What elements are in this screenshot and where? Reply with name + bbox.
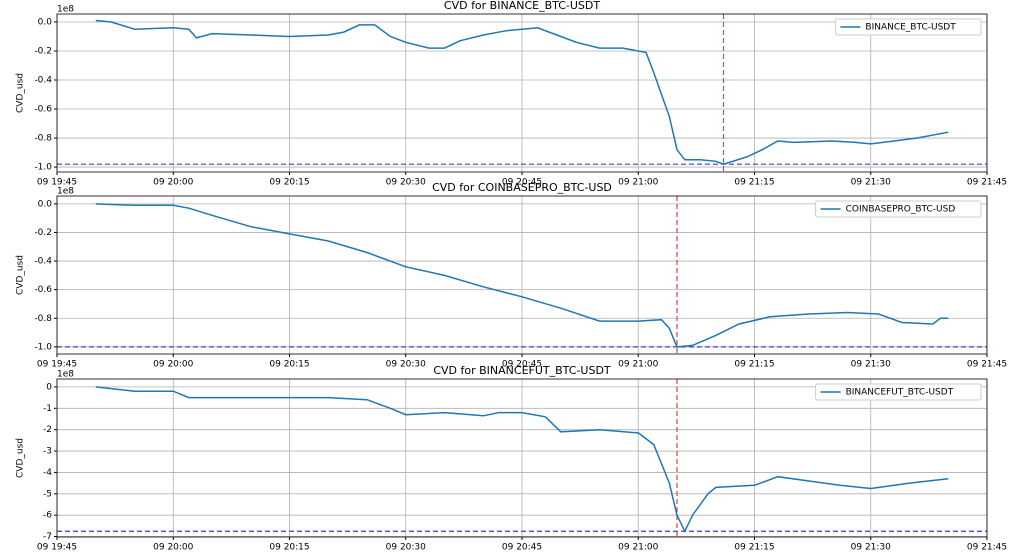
- y-tick-label: -0.4: [34, 76, 52, 86]
- legend-label: BINANCE_BTC-USDT: [865, 23, 956, 33]
- x-tick-label: 09 21:45: [967, 360, 1007, 370]
- y-tick-label: -0.4: [34, 257, 52, 267]
- data-line: [95, 386, 949, 533]
- x-tick-label: 09 20:15: [269, 360, 309, 370]
- x-tick-label: 09 21:15: [734, 360, 774, 370]
- axes-frame: [56, 378, 988, 538]
- y-tick-label: -4: [43, 468, 52, 478]
- y-tick-label: -5: [43, 489, 52, 499]
- y-tick-label: -1: [43, 404, 52, 414]
- x-tick-label: 09 20:00: [153, 543, 194, 553]
- chart-title: CVD for COINBASEPRO_BTC-USD: [432, 181, 612, 194]
- x-tick-label: 09 20:30: [386, 543, 427, 553]
- y-tick-label: 0.0: [38, 199, 53, 209]
- x-tick-label: 09 20:45: [502, 178, 542, 188]
- y-tick-label: -0.6: [34, 285, 52, 295]
- axes-frame: [56, 13, 988, 173]
- legend-box: [815, 200, 982, 218]
- y-tick-label: -0.8: [34, 314, 52, 324]
- x-tick-label: 09 21:30: [851, 360, 892, 370]
- y-axis-label: CVD_usd: [16, 438, 26, 478]
- x-tick-label: 09 21:00: [618, 543, 659, 553]
- chart-title: CVD for BINANCE_BTC-USDT: [444, 0, 600, 12]
- legend-label: COINBASEPRO_BTC-USD: [846, 205, 956, 215]
- y-tick-label: -7: [43, 532, 52, 542]
- y-offset-label: 1e8: [57, 5, 74, 15]
- chart-title: CVD for BINANCEFUT_BTC-USDT: [433, 364, 611, 377]
- y-axis-label: CVD_usd: [16, 255, 26, 295]
- x-tick-label: 09 21:30: [851, 543, 892, 553]
- legend-box: [815, 383, 982, 401]
- y-tick-label: -0.2: [34, 46, 52, 56]
- x-tick-label: 09 20:15: [269, 543, 309, 553]
- subplot: CVD for BINANCEFUT_BTC-USDT CVD_usd 1e8 0 -1…: [16, 364, 1008, 553]
- x-tick-label: 09 20:00: [153, 360, 194, 370]
- data-line: [95, 19, 949, 165]
- subplot: CVD for COINBASEPRO_BTC-USD CVD_usd 1e8 0.0…: [16, 181, 1008, 370]
- y-tick-label: -0.6: [34, 105, 52, 115]
- x-tick-label: 09 21:30: [851, 178, 892, 188]
- x-tick-label: 09 20:15: [269, 178, 309, 188]
- axes-frame: [56, 195, 988, 355]
- x-tick-label: 09 21:15: [734, 178, 774, 188]
- x-tick-label: 09 21:45: [967, 178, 1007, 188]
- y-tick-label: -3: [43, 447, 52, 457]
- x-tick-label: 09 20:45: [502, 543, 542, 553]
- x-tick-label: 09 21:15: [734, 543, 774, 553]
- data-line: [95, 203, 949, 348]
- x-tick-label: 09 19:45: [37, 178, 77, 188]
- y-tick-label: 0.0: [38, 17, 53, 27]
- y-tick-label: -1.0: [34, 163, 52, 173]
- x-tick-label: 09 20:00: [153, 178, 194, 188]
- y-tick-label: -0.8: [34, 134, 52, 144]
- y-offset-label: 1e8: [57, 187, 74, 197]
- subplot: CVD for BINANCE_BTC-USDT CVD_usd 1e8 0.0 -0.…: [16, 0, 1008, 188]
- x-tick-label: 09 20:30: [386, 178, 427, 188]
- x-tick-label: 09 21:00: [618, 360, 659, 370]
- legend-box: [834, 18, 982, 36]
- x-tick-label: 09 21:00: [618, 178, 659, 188]
- x-tick-label: 09 19:45: [37, 543, 77, 553]
- x-tick-label: 09 21:45: [967, 543, 1007, 553]
- y-tick-label: -6: [43, 511, 52, 521]
- x-tick-label: 09 19:45: [37, 360, 77, 370]
- y-axis-label: CVD_usd: [16, 73, 26, 113]
- legend-label: BINANCEFUT_BTC-USDT: [846, 388, 954, 398]
- y-tick-label: -1.0: [34, 342, 52, 352]
- y-tick-label: 0: [46, 382, 52, 392]
- y-offset-label: 1e8: [57, 370, 74, 380]
- y-tick-label: -0.2: [34, 228, 52, 238]
- y-tick-label: -2: [43, 425, 52, 435]
- x-tick-label: 09 20:45: [502, 360, 542, 370]
- x-tick-label: 09 20:30: [386, 360, 427, 370]
